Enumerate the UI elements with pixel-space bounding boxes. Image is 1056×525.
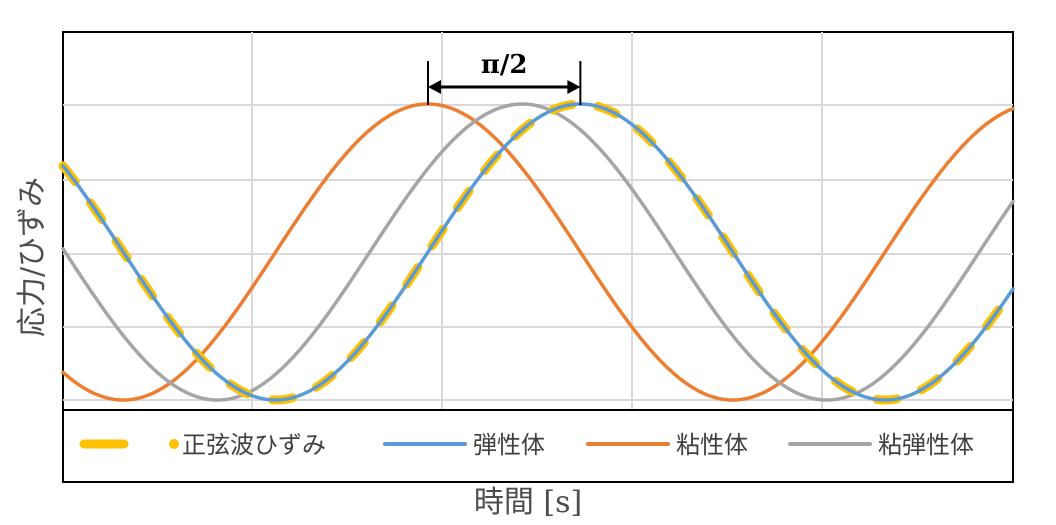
legend-label: 弾性体 bbox=[473, 431, 545, 459]
legend-entry-3: 粘弾性体 bbox=[788, 431, 974, 459]
legend-label: 粘性体 bbox=[676, 431, 748, 459]
legend-entry-0: 正弦波ひずみ bbox=[79, 431, 326, 459]
legend-label: 粘弾性体 bbox=[878, 431, 974, 459]
series-line-1 bbox=[61, 102, 1015, 402]
annotation-pi-half-label: π/2 bbox=[481, 50, 528, 80]
legend-entry-1: 弾性体 bbox=[383, 431, 545, 459]
annotation-pi-half: π/2 bbox=[427, 50, 582, 105]
legend: 正弦波ひずみ 弾性体 粘性体 粘弾性体 bbox=[62, 409, 1014, 483]
y-axis-title: 応力/ひずみ bbox=[15, 177, 50, 337]
x-axis-title: 時間 [s] bbox=[474, 485, 582, 520]
legend-entry-2: 粘性体 bbox=[586, 431, 748, 459]
legend-swatch-dot bbox=[169, 439, 179, 449]
annotations: δπ/2 bbox=[427, 50, 582, 105]
legend-label: 正弦波ひずみ bbox=[182, 431, 326, 459]
series-curves bbox=[58, 99, 1018, 405]
series-line-2 bbox=[61, 102, 1015, 402]
